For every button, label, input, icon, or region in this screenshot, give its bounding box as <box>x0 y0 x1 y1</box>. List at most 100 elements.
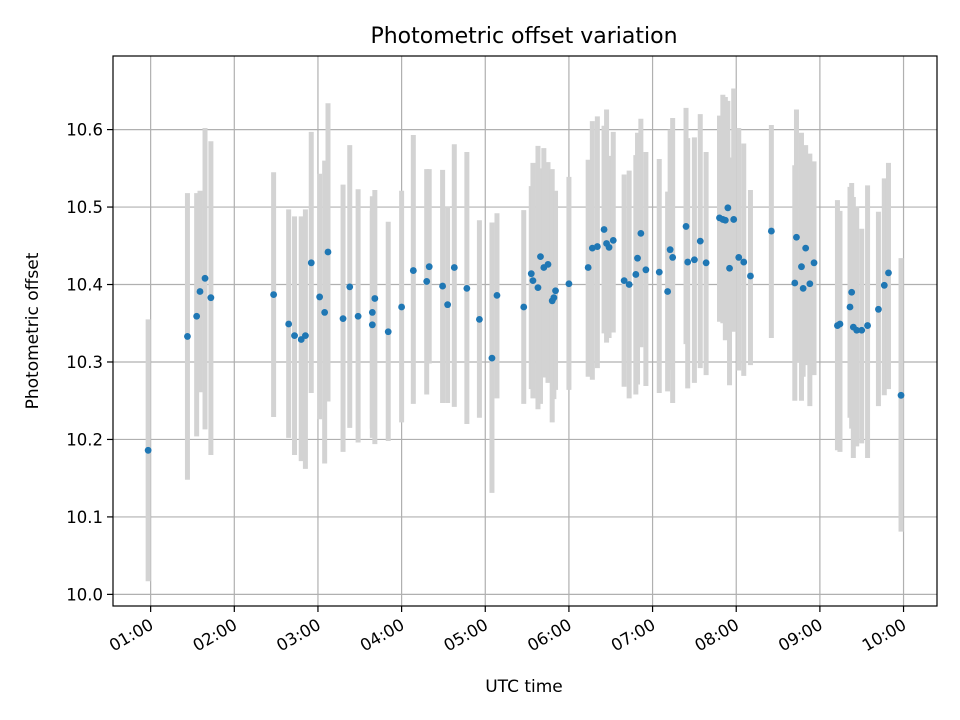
y-axis: 10.0 10.1 10.2 10.3 10.4 10.5 10.6 <box>66 121 113 604</box>
data-point <box>848 288 856 296</box>
y-axis-label: Photometric offset <box>23 252 43 409</box>
data-point <box>634 254 641 262</box>
data-point <box>409 267 417 274</box>
data-point <box>767 227 775 235</box>
data-point <box>885 269 892 277</box>
error-bars <box>145 88 904 582</box>
data-point <box>144 446 152 454</box>
data-point <box>858 326 866 334</box>
data-point <box>544 260 552 268</box>
data-point <box>724 204 732 212</box>
data-point <box>600 226 608 233</box>
x-tick-label: 07:00 <box>608 615 659 655</box>
data-point <box>371 295 379 302</box>
data-point <box>605 243 613 251</box>
data-point <box>534 284 542 292</box>
plot-frame <box>112 55 938 607</box>
data-point <box>488 354 496 362</box>
y-tick-label: 10.1 <box>66 508 103 527</box>
x-tick-label: 05:00 <box>441 615 492 655</box>
data-point <box>368 321 376 329</box>
data-point <box>354 312 362 320</box>
data-point <box>291 332 298 340</box>
x-tick-label: 03:00 <box>273 615 324 655</box>
data-point <box>565 280 573 288</box>
data-point <box>270 291 278 298</box>
data-point <box>810 259 818 267</box>
data-point <box>632 271 640 278</box>
x-tick-label: 04:00 <box>357 615 408 655</box>
y-tick-label: 10.5 <box>66 198 103 217</box>
data-point <box>664 288 672 295</box>
x-tick-label: 09:00 <box>775 615 826 655</box>
data-point <box>593 243 601 250</box>
data-point <box>730 216 738 223</box>
data-point <box>853 326 861 334</box>
data-point <box>880 281 888 289</box>
data-point <box>207 294 215 302</box>
data-point <box>721 216 729 224</box>
data-point <box>384 328 392 336</box>
y-tick-label: 10.6 <box>66 121 103 140</box>
data-point <box>346 283 354 291</box>
data-point <box>398 303 406 311</box>
data-point <box>316 293 324 301</box>
data-point <box>439 282 446 290</box>
data-point <box>584 264 592 271</box>
data-point <box>529 277 537 285</box>
y-tick-label: 10.0 <box>66 585 103 604</box>
data-point <box>609 236 617 244</box>
data-point <box>302 332 309 340</box>
data-point <box>735 254 743 261</box>
data-point <box>625 281 633 288</box>
data-point <box>193 312 201 320</box>
data-point <box>637 229 645 237</box>
data-point <box>798 263 805 271</box>
data-point <box>552 287 559 295</box>
data-point <box>444 301 452 309</box>
data-point <box>702 259 710 267</box>
data-point <box>682 223 690 230</box>
data-point <box>537 253 544 261</box>
data-point <box>897 391 905 399</box>
data-point <box>799 284 807 292</box>
x-tick-label: 02:00 <box>190 615 241 655</box>
data-point <box>642 266 650 274</box>
y-tick-label: 10.3 <box>66 353 103 372</box>
data-point <box>476 315 483 323</box>
y-tick-label: 10.4 <box>66 276 103 295</box>
data-point <box>527 270 535 278</box>
data-point <box>875 305 882 313</box>
data-point <box>806 280 814 288</box>
data-point <box>836 320 844 328</box>
x-axis-label: UTC time <box>485 677 563 697</box>
data-point <box>696 237 704 245</box>
data-point <box>423 278 431 285</box>
data-point <box>550 294 558 302</box>
data-point <box>864 322 871 329</box>
data-point <box>425 263 433 271</box>
data-points <box>144 204 905 454</box>
data-point <box>655 268 663 276</box>
data-point <box>747 272 754 280</box>
data-point <box>669 254 677 261</box>
data-point <box>726 264 733 272</box>
x-axis: 01:00 02:00 03:00 04:00 05:00 06:00 07:00 08:00… <box>106 606 910 655</box>
data-point <box>791 279 799 287</box>
data-point <box>285 320 293 328</box>
data-point <box>740 258 748 266</box>
data-point <box>307 259 315 267</box>
data-point <box>846 303 854 311</box>
x-tick-label: 10:00 <box>859 615 910 655</box>
data-point <box>520 303 528 311</box>
data-point <box>793 233 800 241</box>
data-point <box>184 333 191 340</box>
data-point <box>201 274 209 282</box>
data-point <box>368 309 376 316</box>
x-tick-label: 06:00 <box>524 615 575 655</box>
chart-title: Photometric offset variation <box>370 24 677 49</box>
x-tick-label: 08:00 <box>692 615 743 655</box>
data-point <box>463 284 471 292</box>
data-point <box>620 277 628 285</box>
data-point <box>691 256 698 264</box>
